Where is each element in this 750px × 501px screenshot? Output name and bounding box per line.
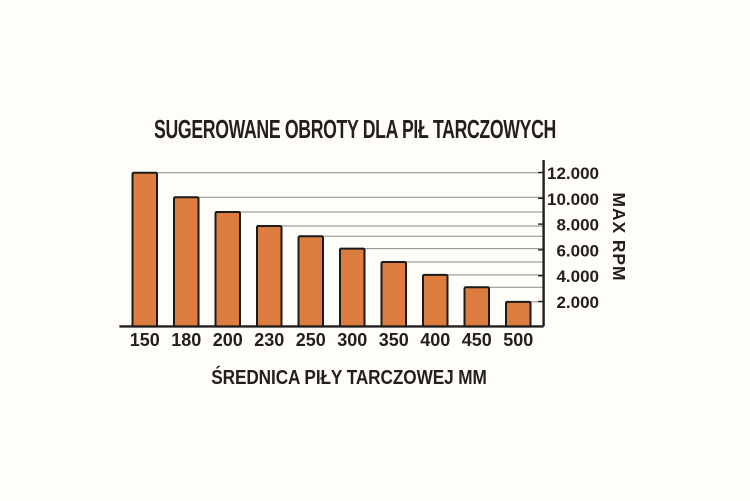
svg-text:400: 400 [420,330,450,350]
svg-text:300: 300 [337,330,367,350]
svg-text:10.000: 10.000 [547,190,599,209]
svg-text:500: 500 [503,330,533,350]
svg-text:450: 450 [462,330,492,350]
svg-text:230: 230 [254,330,284,350]
svg-text:6.000: 6.000 [556,241,599,260]
svg-text:200: 200 [213,330,243,350]
svg-text:8.000: 8.000 [556,216,599,235]
svg-text:150: 150 [130,330,160,350]
svg-text:250: 250 [296,330,326,350]
svg-text:2.000: 2.000 [556,293,599,312]
svg-text:12.000: 12.000 [547,164,599,183]
svg-text:180: 180 [171,330,201,350]
svg-text:4.000: 4.000 [556,267,599,286]
svg-text:350: 350 [379,330,409,350]
